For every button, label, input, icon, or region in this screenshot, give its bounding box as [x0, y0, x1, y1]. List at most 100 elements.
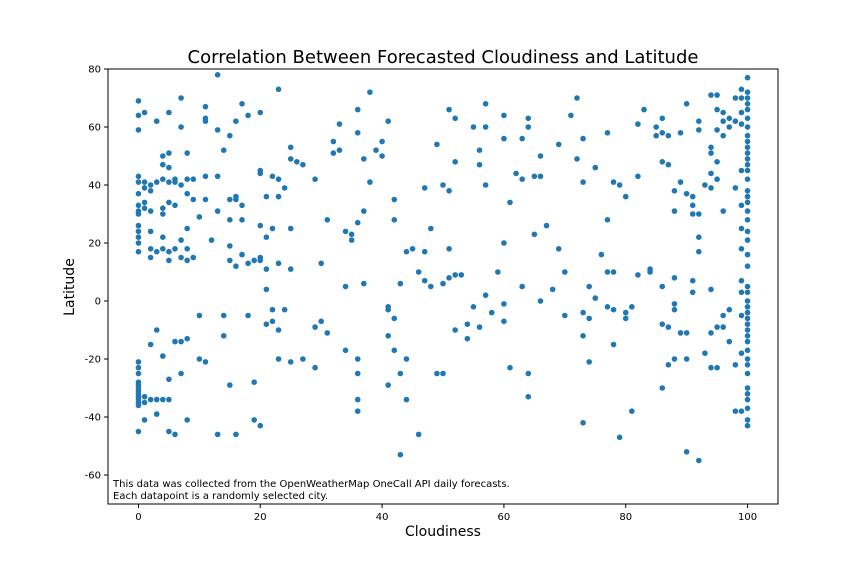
- data-point: [714, 159, 720, 165]
- data-point: [714, 324, 720, 330]
- data-point: [269, 225, 276, 232]
- data-point: [214, 208, 221, 214]
- data-point: [568, 112, 574, 119]
- data-point: [665, 132, 672, 139]
- data-point: [738, 109, 745, 116]
- data-point: [178, 254, 184, 261]
- x-tick-label: 80: [619, 512, 632, 523]
- data-point: [537, 298, 544, 304]
- data-point: [738, 225, 745, 232]
- data-point: [732, 408, 739, 415]
- data-point: [738, 408, 745, 415]
- data-point: [744, 396, 751, 403]
- data-point: [744, 251, 751, 258]
- data-point: [257, 109, 264, 116]
- data-point: [300, 161, 306, 168]
- data-point: [263, 234, 270, 240]
- data-point: [354, 106, 361, 113]
- data-point: [720, 324, 726, 330]
- data-point: [720, 109, 726, 116]
- data-point: [683, 190, 690, 197]
- data-point: [592, 164, 599, 171]
- data-point: [373, 147, 379, 153]
- data-point: [166, 248, 172, 255]
- data-point: [153, 248, 160, 255]
- data-point: [220, 147, 227, 153]
- data-point: [428, 283, 434, 290]
- y-axis: -60 -40 -20 0 20 40 60 80: [85, 65, 108, 482]
- data-point: [379, 138, 385, 145]
- data-point: [336, 147, 343, 153]
- data-point: [257, 257, 264, 264]
- data-point: [263, 266, 270, 272]
- data-point: [689, 193, 696, 200]
- data-point: [141, 417, 148, 423]
- data-point: [348, 237, 355, 243]
- data-point: [141, 185, 148, 191]
- data-point: [525, 124, 532, 130]
- data-point: [744, 333, 751, 339]
- data-point: [744, 338, 751, 345]
- data-point: [403, 248, 410, 255]
- data-point: [744, 385, 751, 391]
- data-point: [391, 217, 398, 223]
- data-point: [135, 190, 142, 197]
- data-point: [147, 228, 154, 235]
- data-point: [214, 431, 221, 438]
- data-point: [610, 306, 617, 313]
- data-point: [160, 396, 166, 403]
- data-point: [190, 176, 197, 182]
- data-point: [683, 101, 690, 107]
- data-point: [446, 188, 452, 194]
- data-point: [415, 431, 422, 438]
- data-point: [269, 306, 276, 313]
- data-point: [342, 347, 349, 354]
- data-point: [153, 411, 160, 417]
- data-point: [714, 176, 720, 182]
- x-axis: 0 20 40 60 80 100: [135, 504, 757, 523]
- data-point: [738, 167, 745, 174]
- x-axis-label: Cloudiness: [405, 524, 481, 540]
- data-point: [635, 121, 641, 127]
- data-point: [708, 364, 714, 371]
- data-point: [708, 92, 714, 98]
- data-point: [555, 246, 562, 252]
- data-point: [135, 228, 142, 235]
- data-point: [135, 202, 142, 209]
- data-point: [227, 217, 233, 223]
- data-point: [525, 115, 532, 122]
- data-point: [744, 106, 751, 113]
- data-point: [342, 228, 349, 235]
- y-tick-label: 0: [95, 297, 101, 308]
- data-point: [744, 132, 751, 139]
- data-point: [367, 179, 373, 185]
- data-point: [726, 338, 733, 345]
- data-point: [141, 393, 148, 400]
- data-point: [172, 246, 178, 252]
- data-point: [744, 144, 751, 151]
- data-point: [689, 211, 696, 217]
- data-point: [671, 356, 678, 362]
- plot-area: [107, 68, 779, 505]
- data-point: [178, 338, 184, 345]
- data-point: [720, 132, 726, 139]
- data-point: [269, 318, 276, 325]
- data-point: [312, 176, 318, 182]
- data-point: [488, 309, 495, 316]
- data-point: [726, 306, 733, 313]
- data-point: [141, 205, 148, 211]
- data-point: [452, 272, 458, 278]
- data-point: [141, 199, 148, 206]
- y-tick-label: -40: [85, 413, 101, 424]
- data-point: [647, 266, 653, 272]
- data-point: [196, 356, 203, 362]
- data-point: [184, 335, 190, 342]
- data-point: [708, 185, 714, 191]
- data-point: [677, 179, 684, 185]
- data-point: [135, 248, 142, 255]
- data-point: [501, 240, 507, 246]
- data-point: [330, 150, 337, 156]
- data-point: [671, 275, 678, 281]
- data-point: [622, 315, 629, 322]
